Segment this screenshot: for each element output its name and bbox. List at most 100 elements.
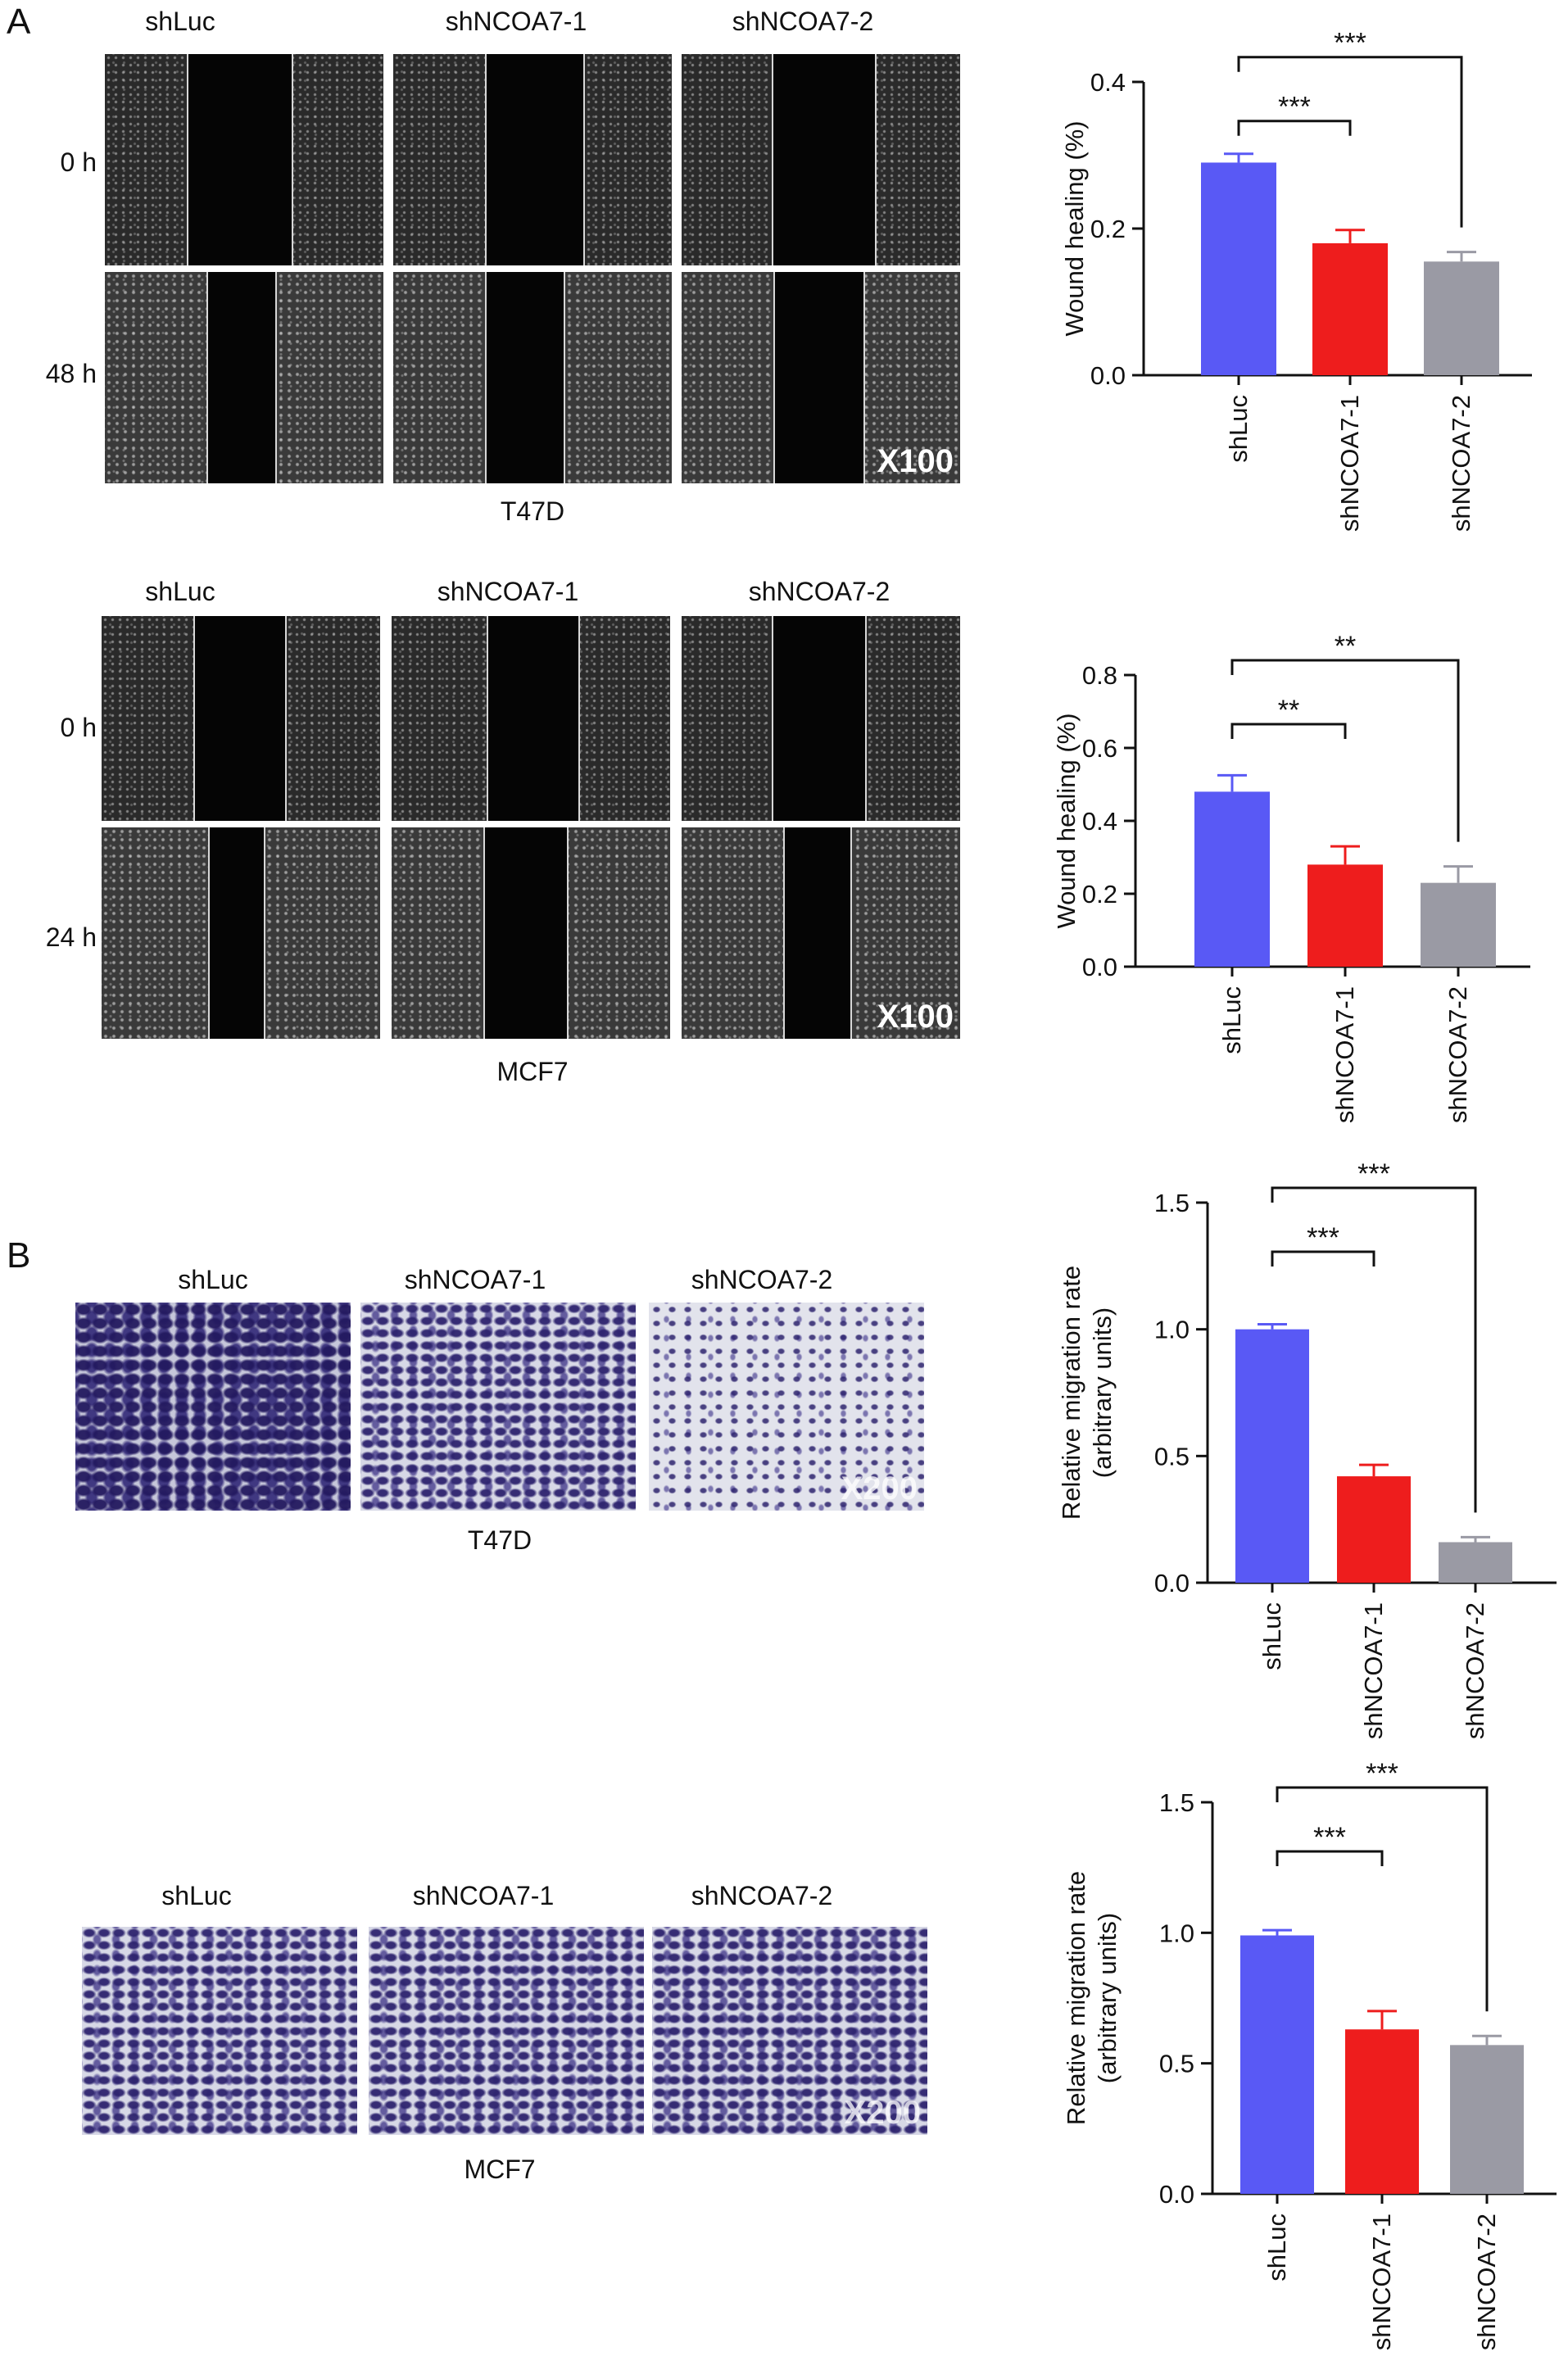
column-label-shncoa7-1: shNCOA7-1: [437, 577, 579, 606]
x-tick-label: shNCOA7-1: [1330, 986, 1359, 1123]
wound-image: [102, 616, 380, 821]
transwell-image: [360, 1303, 636, 1511]
wound-image: X100: [682, 827, 960, 1039]
significance-label: **: [1278, 695, 1299, 726]
panel-letter-a: A: [7, 2, 31, 42]
y-axis-label-units: (arbitrary units): [1093, 1913, 1122, 2083]
column-label-shluc: shLuc: [145, 7, 215, 36]
wound-image: [682, 54, 960, 265]
x-tick-label: shLuc: [1224, 395, 1253, 463]
panel-letter-b: B: [7, 1235, 31, 1276]
x-tick-label: shNCOA7-2: [1472, 2214, 1501, 2350]
y-axis-label: Relative migration rate: [1062, 1871, 1090, 2125]
y-tick-label: 0.4: [1090, 68, 1126, 97]
bar: [1201, 162, 1276, 375]
significance-bracket: [1230, 723, 1347, 739]
bar: [1439, 1542, 1512, 1583]
significance-bracket: [1237, 120, 1352, 136]
y-tick-label: 0.4: [1082, 807, 1117, 836]
y-tick-label: 1.5: [1154, 1189, 1190, 1217]
row-label-48h: 48 h: [45, 359, 97, 388]
cell-line-caption: T47D: [467, 1525, 532, 1555]
cell-line-caption: MCF7: [496, 1057, 569, 1086]
y-axis-label: Wound healing (%): [1060, 120, 1089, 336]
column-label-shncoa7-2: shNCOA7-2: [748, 577, 890, 606]
wound-image: [392, 616, 670, 821]
x-tick-label: shNCOA7-1: [1359, 1602, 1388, 1739]
significance-label: ***: [1357, 1158, 1390, 1190]
significance-label: ***: [1334, 28, 1366, 59]
bar: [1194, 791, 1270, 967]
magnification-label: X200: [844, 2095, 921, 2131]
y-axis-label: Relative migration rate: [1057, 1266, 1085, 1520]
transwell-image: X200: [652, 1927, 927, 2135]
significance-label: ***: [1313, 1822, 1346, 1853]
row-label-0h: 0 h: [60, 713, 97, 742]
y-tick-label: 0.2: [1082, 880, 1117, 909]
bar: [1235, 1329, 1309, 1583]
significance-label: ***: [1278, 92, 1311, 123]
significance-bracket: [1271, 1186, 1477, 1513]
significance-label: ***: [1307, 1222, 1339, 1253]
x-tick-label: shNCOA7-2: [1447, 395, 1475, 532]
wound-image: [105, 54, 383, 265]
column-label-shncoa7-2: shNCOA7-2: [691, 1265, 833, 1294]
wound-image: [105, 272, 383, 483]
y-tick-label: 0.0: [1154, 1569, 1190, 1597]
bar: [1312, 242, 1388, 375]
row-label-24h: 24 h: [45, 922, 97, 952]
y-tick-label: 0.0: [1159, 2180, 1194, 2209]
bar: [1307, 864, 1383, 967]
y-tick-label: 0.6: [1082, 734, 1117, 763]
significance-bracket: [1271, 1250, 1375, 1267]
column-label-shluc: shLuc: [161, 1881, 232, 1910]
transwell-image: X200: [649, 1303, 924, 1511]
x-tick-label: shLuc: [1258, 1602, 1286, 1670]
transwell-image: [369, 1927, 644, 2135]
significance-bracket: [1276, 1850, 1384, 1866]
wound-image: [682, 616, 960, 821]
column-label-shncoa7-1: shNCOA7-1: [412, 1881, 555, 1910]
row-label-0h: 0 h: [60, 147, 97, 177]
cell-line-caption: MCF7: [464, 2155, 536, 2184]
magnification-label: X100: [877, 443, 954, 479]
bar: [1424, 261, 1499, 375]
bar: [1345, 2029, 1419, 2194]
bar: [1450, 2045, 1524, 2194]
y-tick-label: 0.2: [1090, 215, 1126, 243]
column-label-shncoa7-2: shNCOA7-2: [691, 1881, 833, 1910]
x-tick-label: shLuc: [1217, 986, 1246, 1054]
significance-bracket: [1237, 56, 1463, 228]
y-tick-label: 0.5: [1159, 2050, 1194, 2078]
wound-image: [393, 54, 672, 265]
wound-image: [392, 827, 670, 1039]
transwell-image: [75, 1303, 351, 1511]
column-label-shluc: shLuc: [178, 1265, 248, 1294]
y-tick-label: 1.5: [1159, 1788, 1194, 1817]
x-tick-label: shNCOA7-2: [1461, 1602, 1489, 1739]
column-label-shncoa7-1: shNCOA7-1: [404, 1265, 546, 1294]
significance-bracket: [1276, 1786, 1489, 2012]
x-tick-label: shNCOA7-2: [1443, 986, 1472, 1123]
y-tick-label: 0.0: [1082, 953, 1117, 981]
wound-image: [393, 272, 672, 483]
column-label-shncoa7-2: shNCOA7-2: [732, 7, 874, 36]
y-axis-label-units: (arbitrary units): [1088, 1307, 1117, 1478]
significance-label: ***: [1366, 1758, 1398, 1789]
transwell-image: [82, 1927, 357, 2135]
column-label-shncoa7-1: shNCOA7-1: [445, 7, 587, 36]
x-tick-label: shNCOA7-1: [1367, 2214, 1396, 2350]
significance-bracket: [1230, 659, 1460, 842]
x-tick-label: shLuc: [1262, 2214, 1291, 2282]
significance-label: **: [1335, 631, 1356, 662]
cell-line-caption: T47D: [500, 496, 565, 526]
magnification-label: X200: [841, 1470, 918, 1507]
magnification-label: X100: [877, 999, 954, 1035]
bar: [1337, 1476, 1411, 1583]
y-tick-label: 0.0: [1090, 361, 1126, 390]
wound-image: X100: [682, 272, 960, 483]
y-tick-label: 0.8: [1082, 661, 1117, 690]
y-tick-label: 1.0: [1154, 1316, 1190, 1344]
y-axis-label: Wound healing (%): [1052, 713, 1081, 928]
